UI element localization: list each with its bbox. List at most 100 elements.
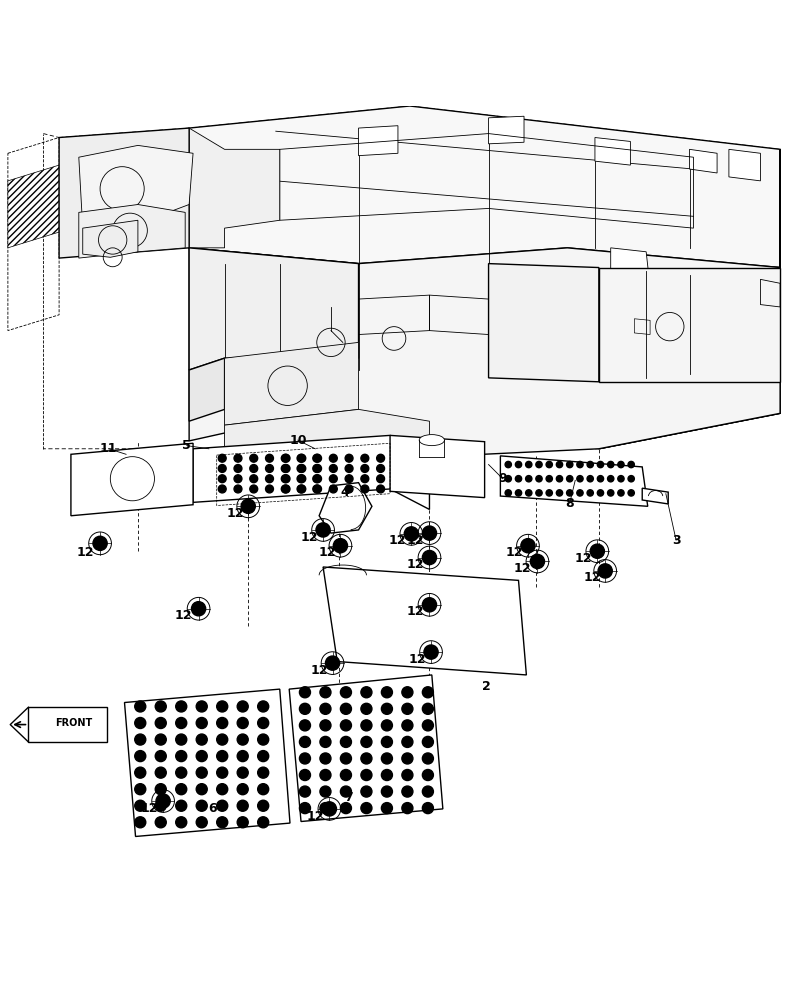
Text: 3: 3: [672, 534, 680, 547]
Circle shape: [314, 485, 322, 493]
Circle shape: [258, 800, 269, 811]
Circle shape: [526, 490, 532, 496]
Text: 12: 12: [226, 507, 243, 520]
Polygon shape: [690, 149, 717, 173]
Circle shape: [281, 465, 289, 472]
Circle shape: [345, 475, 353, 483]
Circle shape: [422, 598, 437, 612]
Text: 12: 12: [175, 609, 192, 622]
Circle shape: [597, 476, 604, 482]
Circle shape: [155, 800, 166, 811]
Text: 12: 12: [514, 562, 531, 575]
Circle shape: [196, 717, 207, 729]
Circle shape: [521, 539, 535, 553]
Circle shape: [234, 475, 242, 483]
Circle shape: [422, 703, 433, 714]
Circle shape: [361, 687, 372, 698]
Text: 12: 12: [407, 558, 424, 571]
Circle shape: [381, 803, 392, 814]
Circle shape: [135, 701, 146, 712]
Circle shape: [266, 475, 273, 483]
Polygon shape: [323, 567, 526, 675]
Circle shape: [218, 485, 226, 493]
Circle shape: [313, 485, 321, 493]
Circle shape: [546, 490, 552, 496]
Circle shape: [530, 554, 545, 569]
Circle shape: [345, 454, 353, 462]
Circle shape: [217, 751, 228, 762]
Circle shape: [237, 817, 248, 828]
Circle shape: [515, 461, 522, 468]
Circle shape: [299, 753, 310, 764]
Circle shape: [505, 461, 511, 468]
Circle shape: [313, 475, 321, 483]
Circle shape: [402, 769, 413, 781]
Circle shape: [546, 461, 552, 468]
Circle shape: [313, 454, 321, 462]
Circle shape: [361, 465, 369, 472]
Polygon shape: [390, 435, 485, 498]
Circle shape: [196, 817, 207, 828]
Circle shape: [340, 736, 351, 747]
Circle shape: [258, 734, 269, 745]
Circle shape: [176, 717, 187, 729]
Circle shape: [329, 475, 337, 483]
Text: 2: 2: [481, 680, 491, 693]
Circle shape: [515, 490, 522, 496]
Circle shape: [361, 454, 369, 462]
Circle shape: [333, 539, 348, 553]
Circle shape: [196, 701, 207, 712]
Polygon shape: [642, 488, 668, 504]
Circle shape: [258, 717, 269, 729]
Circle shape: [299, 687, 310, 698]
Polygon shape: [79, 145, 193, 228]
Circle shape: [155, 817, 166, 828]
Circle shape: [314, 475, 322, 483]
Circle shape: [314, 454, 322, 462]
Polygon shape: [193, 435, 429, 509]
Circle shape: [196, 734, 207, 745]
Circle shape: [297, 465, 305, 472]
Circle shape: [217, 817, 228, 828]
Polygon shape: [489, 116, 524, 144]
Circle shape: [628, 476, 634, 482]
Circle shape: [282, 485, 290, 493]
Circle shape: [536, 461, 542, 468]
Circle shape: [329, 465, 337, 472]
Circle shape: [316, 523, 330, 537]
Circle shape: [196, 800, 207, 811]
Text: 12: 12: [407, 605, 424, 618]
Circle shape: [422, 550, 437, 565]
Circle shape: [567, 490, 573, 496]
Text: 6: 6: [209, 802, 217, 815]
Circle shape: [329, 454, 337, 462]
Circle shape: [282, 475, 290, 483]
Circle shape: [250, 475, 258, 483]
Circle shape: [377, 475, 385, 483]
Circle shape: [237, 767, 248, 778]
Circle shape: [422, 720, 433, 731]
Circle shape: [250, 465, 258, 472]
Circle shape: [241, 499, 255, 513]
Circle shape: [237, 751, 248, 762]
Circle shape: [361, 485, 369, 493]
Circle shape: [266, 465, 273, 472]
Circle shape: [299, 786, 310, 797]
Circle shape: [597, 490, 604, 496]
Text: 12: 12: [141, 802, 158, 815]
Circle shape: [320, 687, 331, 698]
Circle shape: [556, 490, 563, 496]
Text: 12: 12: [407, 534, 424, 547]
Circle shape: [381, 703, 392, 714]
Circle shape: [567, 476, 573, 482]
Polygon shape: [125, 689, 290, 836]
Circle shape: [217, 734, 228, 745]
Polygon shape: [289, 675, 443, 822]
Circle shape: [155, 717, 166, 729]
Circle shape: [597, 461, 604, 468]
Circle shape: [135, 717, 146, 729]
Circle shape: [361, 475, 369, 483]
Circle shape: [402, 720, 413, 731]
Polygon shape: [189, 248, 359, 370]
Circle shape: [299, 769, 310, 781]
